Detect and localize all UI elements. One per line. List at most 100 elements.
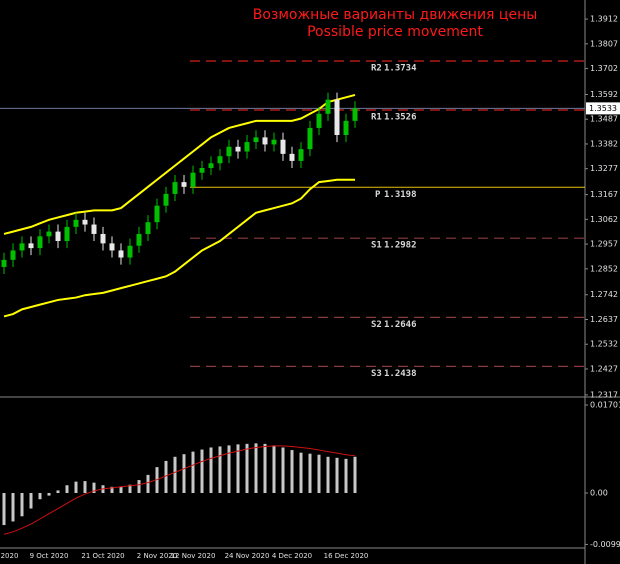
candle-body: [289, 153, 295, 161]
level-value: 1.3734: [384, 64, 417, 74]
macd-signal: [3, 445, 356, 535]
level-value: 1.3198: [384, 190, 417, 200]
candle-body: [271, 139, 277, 145]
level-name: R1: [371, 113, 382, 123]
macd-bar: [209, 447, 213, 494]
level-name: P: [375, 190, 381, 200]
y-tick-label: 1.2317: [590, 390, 618, 399]
candle-body: [262, 137, 268, 145]
macd-bar: [164, 460, 168, 494]
macd-bar: [173, 456, 177, 494]
candle-body: [1, 259, 7, 267]
macd-bar: [218, 446, 222, 494]
macd-bar: [47, 493, 51, 496]
candle-body: [73, 219, 79, 227]
macd-bar: [119, 486, 123, 494]
last-price-label: 1.3533: [589, 104, 617, 113]
macd-bar: [281, 447, 285, 494]
macd-bar: [308, 453, 312, 494]
candle-body: [163, 193, 169, 206]
macd-bar: [38, 493, 42, 500]
candle-body: [91, 224, 97, 234]
y-tick-label: 1.2427: [590, 364, 618, 373]
candle-body: [208, 163, 214, 168]
y-tick-label: 1.3277: [590, 164, 618, 173]
y-tick-label: 1.3702: [590, 64, 618, 73]
y-tick-label: 1.2852: [590, 264, 618, 273]
macd-bar: [326, 456, 330, 494]
candle-body: [199, 167, 205, 173]
candle-body: [127, 245, 133, 258]
level-value: 1.2982: [384, 241, 417, 251]
level-name: R2: [371, 64, 382, 74]
candle-body: [217, 156, 223, 164]
candle-body: [136, 233, 142, 246]
candle-body: [154, 205, 160, 223]
y-tick-label: 1.2532: [590, 340, 618, 349]
candle-body: [325, 99, 331, 114]
macd-bar: [2, 493, 6, 526]
chart-title: Возможные варианты движения цены: [253, 7, 538, 23]
macd-bar: [182, 454, 186, 494]
macd-bar: [299, 452, 303, 494]
y-tick-label: 1.3167: [590, 190, 618, 199]
candle-body: [352, 108, 358, 121]
candle-body: [298, 149, 304, 161]
band-line: [3, 178, 355, 318]
macd-bar: [344, 458, 348, 494]
y-tick-label: 1.3592: [590, 90, 618, 99]
candle-body: [316, 113, 322, 128]
y-tick-label: 0.00: [590, 489, 608, 498]
x-tick-label: 9 Oct 2020: [30, 552, 69, 560]
candle-body: [28, 243, 34, 249]
candle-body: [145, 222, 151, 234]
macd-bar: [65, 485, 69, 494]
y-tick-label: 0.01701: [590, 401, 620, 410]
macd-bar: [272, 445, 276, 494]
candle-body: [37, 236, 43, 249]
macd-bar: [137, 480, 141, 494]
macd-bar: [83, 481, 87, 494]
macd-bar: [11, 493, 15, 522]
macd-bar: [254, 443, 258, 494]
macd-bar: [56, 490, 60, 494]
candle-body: [334, 99, 340, 136]
x-tick-label: 16 Dec 2020: [324, 552, 369, 560]
macd-bar: [29, 493, 33, 509]
macd-bar: [110, 486, 114, 494]
candle-body: [190, 172, 196, 187]
candle-body: [82, 219, 88, 225]
macd-bar: [74, 481, 78, 494]
candle-body: [181, 182, 187, 187]
band-line: [3, 93, 356, 235]
macd-bar: [146, 474, 150, 494]
y-tick-label: 1.3487: [590, 115, 618, 124]
macd-bar: [245, 443, 249, 494]
candle-body: [280, 139, 286, 154]
y-tick-label: -0.00994: [590, 540, 620, 549]
macd-bar: [236, 444, 240, 494]
candle-body: [253, 137, 259, 143]
candle-body: [100, 233, 106, 244]
macd-bar: [353, 456, 357, 494]
candle-body: [64, 226, 70, 242]
level-name: S3: [371, 369, 382, 379]
macd-bar: [191, 451, 195, 494]
level-value: 1.3526: [384, 113, 417, 123]
chart-subtitle: Possible price movement: [307, 24, 483, 40]
macd-bar: [227, 445, 231, 494]
level-name: S2: [371, 320, 382, 330]
y-tick-label: 1.3807: [590, 39, 618, 48]
level-value: 1.2646: [384, 320, 417, 330]
macd-bar: [20, 493, 24, 517]
y-tick-label: 1.3062: [590, 215, 618, 224]
x-tick-label: 2 Nov 2020: [137, 552, 177, 560]
y-tick-label: 1.2637: [590, 315, 618, 324]
candle-body: [10, 250, 16, 260]
macd-bar: [290, 450, 294, 494]
y-tick-label: 1.3912: [590, 15, 618, 24]
candle-body: [19, 243, 25, 251]
y-tick-label: 1.3382: [590, 139, 618, 148]
candle-body: [235, 146, 241, 152]
candle-body: [244, 142, 250, 152]
